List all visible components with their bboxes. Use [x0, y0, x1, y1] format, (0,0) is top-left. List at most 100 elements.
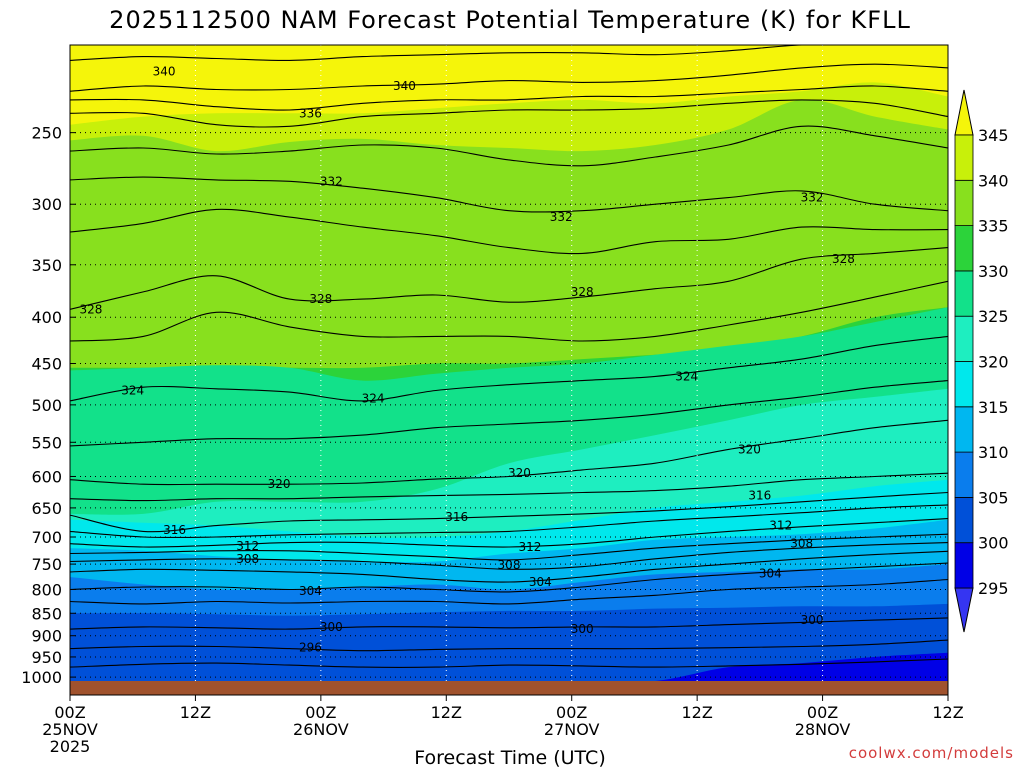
plot-frame	[69, 44, 949, 696]
contour-label: 328	[309, 292, 332, 306]
contour-label: 336	[299, 106, 322, 120]
contour-label: 328	[832, 252, 855, 266]
contour-line-316	[70, 491, 948, 533]
y-tick-label: 500	[31, 396, 62, 415]
contour-line-312	[70, 518, 948, 548]
contour-line-302	[70, 578, 948, 605]
y-tick-label: 700	[31, 528, 62, 547]
contour-label: 324	[121, 383, 144, 397]
plot-area: 340 340 336 332 332 332 328 328 328 328 324 324 324 3…	[70, 45, 948, 681]
colorbar-segment	[954, 406, 974, 453]
contour-label: 320	[268, 477, 291, 491]
contour-label: 300	[801, 613, 824, 627]
contour-label: 300	[320, 620, 343, 634]
y-tick-label: 900	[31, 627, 62, 646]
x-tick-label: 12Z	[932, 703, 963, 722]
contour-label: 340	[393, 79, 416, 93]
contour-label: 312	[518, 540, 541, 554]
y-tick-label: 750	[31, 555, 62, 574]
contour-line-306	[70, 550, 948, 583]
x-tick-label: 00Z	[305, 703, 336, 722]
y-axis: 250 300 350 400 450 500 550 600 650 700 750 800 850 9…	[21, 124, 76, 687]
contour-line-328	[70, 247, 948, 310]
contour-label: 328	[571, 285, 594, 299]
contour-label: 324	[675, 369, 698, 383]
contour-line-330	[70, 208, 948, 255]
x-tick-label: 28NOV	[795, 720, 851, 739]
y-tick-label: 850	[31, 604, 62, 623]
colorbar: 295 300 305 310 315 320 325 330 335 340 345	[954, 89, 1009, 633]
colorbar-segment	[954, 134, 974, 181]
colorbar-label: 315	[978, 398, 1009, 417]
contour-line-336	[70, 99, 948, 128]
contour-label: 320	[508, 466, 531, 480]
grid-lines	[70, 45, 948, 681]
colorbar-label: 325	[978, 307, 1009, 326]
contour-line-342	[70, 45, 948, 61]
y-tick-label: 600	[31, 467, 62, 486]
contour-label: 304	[529, 575, 552, 589]
x-tick-label: 12Z	[180, 703, 211, 722]
contour-label: 296	[299, 641, 322, 655]
contour-line-332	[70, 176, 948, 213]
contour-label: 328	[79, 302, 102, 316]
contour-line-320	[70, 419, 948, 486]
contour-line-318	[70, 472, 948, 502]
ground-strip	[70, 681, 948, 695]
x-tick-label: 2025	[50, 737, 91, 756]
contour-label: 312	[236, 539, 259, 553]
colorbar-segment	[954, 451, 974, 498]
contour-line-296	[70, 658, 948, 668]
colorbar-segment	[954, 542, 974, 589]
y-tick-label: 800	[31, 580, 62, 599]
contour-label: 340	[153, 65, 176, 79]
y-tick-label: 550	[31, 433, 62, 452]
contour-line-334	[70, 125, 948, 167]
contour-line-326	[70, 280, 948, 342]
fill-band-295	[70, 652, 948, 681]
contour-line-304	[70, 562, 948, 593]
y-tick-label: 650	[31, 499, 62, 518]
contour-label: 332	[550, 210, 573, 224]
y-tick-label: 350	[31, 256, 62, 275]
contour-line-340	[70, 63, 948, 92]
contour-labels: 340 340 336 332 332 332 328 328 328 328 324 324 324 3…	[79, 65, 854, 655]
contour-line-308	[70, 542, 948, 570]
contour-label: 308	[498, 558, 521, 572]
fill-bands	[70, 82, 948, 681]
colorbar-label: 300	[978, 534, 1009, 553]
colorbar-top-arrow	[954, 89, 974, 136]
contour-label: 324	[362, 392, 385, 406]
colorbar-segment	[954, 496, 974, 544]
colorbar-segment	[954, 361, 974, 408]
contour-label: 332	[801, 191, 824, 205]
contour-line-322	[70, 380, 948, 447]
x-tick-label: 27NOV	[544, 720, 600, 739]
chart-title: 2025112500 NAM Forecast Potential Temper…	[109, 6, 911, 34]
contour-line-314	[70, 504, 948, 539]
x-tick-label: 12Z	[681, 703, 712, 722]
colorbar-label: 320	[978, 353, 1009, 372]
contour-line-300	[70, 617, 948, 630]
contour-line-298	[70, 639, 948, 652]
credit-text: coolwx.com/models	[849, 744, 1014, 762]
contour-line-324	[70, 335, 948, 402]
colorbar-label: 335	[978, 217, 1009, 236]
contour-label: 332	[320, 174, 343, 188]
colorbar-segment	[954, 179, 974, 227]
contour-line-310	[70, 533, 948, 561]
contour-label: 308	[236, 552, 259, 566]
colorbar-bottom-arrow	[954, 587, 974, 633]
colorbar-label: 340	[978, 171, 1009, 190]
colorbar-label: 345	[978, 126, 1009, 145]
colorbar-label: 295	[978, 579, 1009, 598]
x-tick-label: 25NOV	[42, 720, 98, 739]
y-tick-label: 450	[31, 354, 62, 373]
colorbar-label: 305	[978, 488, 1009, 507]
y-tick-label: 250	[31, 124, 62, 143]
contour-label: 316	[445, 510, 468, 524]
x-axis-label: Forecast Time (UTC)	[414, 747, 605, 768]
contour-label: 304	[299, 584, 322, 598]
